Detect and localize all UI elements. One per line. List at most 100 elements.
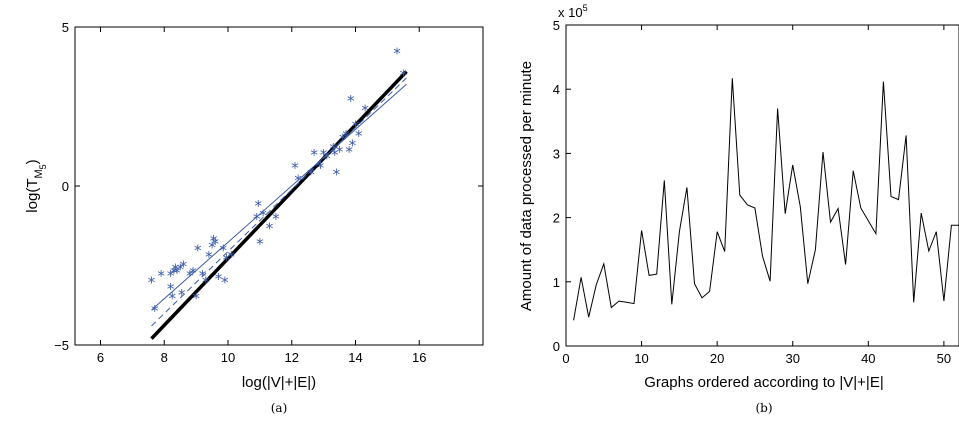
panel-a-point-7: * bbox=[172, 261, 180, 279]
panel-a-ytick-label-0: −5 bbox=[54, 338, 69, 353]
panel-b-ytick-label-2: 2 bbox=[553, 211, 560, 226]
panel-b-plot-area bbox=[565, 24, 959, 347]
panel-a-plot-area bbox=[74, 26, 484, 346]
panel-a-point-19: * bbox=[208, 238, 216, 256]
panel-a: 6 8 10 12 14 16−505 *************************… bbox=[24, 20, 484, 415]
panel-a-point-17: * bbox=[202, 273, 210, 291]
panel-a-point-12: * bbox=[186, 267, 194, 285]
panel-a-point-46: * bbox=[345, 143, 353, 161]
panel-b-xtick-label-2: 20 bbox=[710, 351, 724, 366]
panel-a-point-41: * bbox=[331, 146, 339, 164]
panel-a-point-38: * bbox=[320, 146, 328, 164]
panel-a-point-42: * bbox=[333, 165, 341, 183]
panel-a-ylabel-main: log(T bbox=[24, 179, 41, 213]
panel-a-point-16: * bbox=[199, 267, 207, 285]
panel-a-point-29: * bbox=[256, 235, 264, 253]
panel-a-point-1: * bbox=[151, 302, 159, 320]
panel-a-point-23: * bbox=[219, 242, 227, 260]
panel-a-point-32: * bbox=[272, 210, 280, 228]
panel-b-ticks: 0 10 20 30 40 50 0 1 2 3 4 5 bbox=[553, 18, 951, 366]
panel-b-xtick-label-0: 0 bbox=[562, 351, 569, 366]
panel-a-point-40: * bbox=[329, 140, 337, 158]
panel-b-series-line bbox=[573, 78, 959, 321]
panel-a-point-22: * bbox=[215, 270, 223, 288]
panel-a-point-48: * bbox=[349, 137, 357, 155]
panel-a-point-11: * bbox=[180, 258, 188, 276]
panel-a-point-52: * bbox=[393, 44, 401, 62]
panel-a-point-0: * bbox=[148, 273, 156, 291]
panel-a-point-9: * bbox=[176, 261, 184, 279]
panel-a-point-14: * bbox=[192, 289, 200, 307]
panel-a-xtick-label-3: 12 bbox=[285, 350, 299, 365]
panel-a-point-36: * bbox=[310, 146, 318, 164]
panel-a-point-13: * bbox=[189, 264, 197, 282]
panel-a-point-5: * bbox=[168, 289, 176, 307]
panel-a-ticks: 6 8 10 12 14 16 −5 0 5 bbox=[54, 20, 483, 365]
panel-a-caption: (a) bbox=[271, 401, 288, 415]
panel-b-ytick-label-1: 1 bbox=[553, 275, 560, 290]
panel-a-xtick-label-4: 14 bbox=[348, 350, 362, 365]
panel-a-point-44: * bbox=[339, 130, 347, 148]
panel-a-point-50: * bbox=[355, 127, 363, 145]
panel-a-ylabel-close: ) bbox=[24, 159, 41, 164]
panel-a-ylabel-subsub: 5 bbox=[38, 164, 48, 169]
panel-a-point-43: * bbox=[336, 143, 344, 161]
panel-a-point-45: * bbox=[342, 127, 350, 145]
panel-a-point-49: * bbox=[352, 118, 360, 136]
panel-b-exponent-power: 5 bbox=[583, 3, 588, 13]
panel-a-point-35: * bbox=[307, 165, 315, 183]
panel-b-ytick-label-0: 0 bbox=[553, 339, 560, 354]
panel-b-xtick-label-5: 50 bbox=[937, 351, 951, 366]
panel-b-ytick-label-3: 3 bbox=[553, 146, 560, 161]
panel-a-ytick-label-1: 0 bbox=[62, 179, 69, 194]
panel-a-xlabel: log(|V|+|E|) bbox=[242, 374, 316, 391]
panel-a-xtick-label-0: 6 bbox=[97, 350, 104, 365]
panel-a-point-39: * bbox=[323, 149, 331, 167]
panel-a-ylabel-sub: M bbox=[33, 169, 45, 178]
panel-a-point-53: * bbox=[400, 67, 408, 85]
panel-a-point-10: * bbox=[178, 286, 186, 304]
panel-a-point-31: * bbox=[266, 219, 274, 237]
panel-a-fit-line-0 bbox=[150, 70, 408, 340]
panel-b-ytick-label-4: 4 bbox=[553, 82, 560, 97]
panel-a-point-28: * bbox=[255, 197, 263, 215]
panel-b: 0 10 20 30 40 50 0 1 2 3 4 5 x 105 Graphs ordered a… bbox=[518, 3, 959, 415]
panel-a-point-30: * bbox=[259, 207, 267, 225]
panel-a-point-21: * bbox=[212, 235, 220, 253]
panel-b-exponent: x 105 bbox=[558, 3, 588, 20]
panel-a-points: *********************************** *****… bbox=[148, 44, 408, 320]
panel-b-ytick-label-5: 5 bbox=[553, 18, 560, 33]
panel-b-xtick-label-1: 10 bbox=[634, 351, 648, 366]
panel-a-point-8: * bbox=[173, 264, 181, 282]
panel-a-point-3: * bbox=[167, 280, 175, 298]
panel-a-xtick-label-1: 8 bbox=[161, 350, 168, 365]
panel-a-point-4: * bbox=[167, 267, 175, 285]
panel-a-point-25: * bbox=[223, 251, 231, 269]
panel-a-point-51: * bbox=[361, 102, 369, 120]
panel-a-point-34: * bbox=[294, 172, 302, 190]
panel-b-xlabel: Graphs ordered according to |V|+|E| bbox=[644, 374, 883, 391]
panel-a-fit-lines bbox=[150, 70, 408, 340]
panel-a-ytick-label-2: 5 bbox=[62, 20, 69, 35]
panel-a-fit-line-1 bbox=[151, 83, 407, 311]
panel-a-point-47: * bbox=[347, 92, 355, 110]
panel-a-xtick-label-2: 10 bbox=[221, 350, 235, 365]
panel-a-point-33: * bbox=[291, 159, 299, 177]
panel-a-point-27: * bbox=[253, 210, 261, 228]
panel-a-point-6: * bbox=[170, 264, 178, 282]
panel-b-xtick-label-3: 30 bbox=[785, 351, 799, 366]
panel-a-point-37: * bbox=[317, 159, 325, 177]
panel-a-point-2: * bbox=[157, 267, 165, 285]
panel-a-xtick-label-5: 16 bbox=[412, 350, 426, 365]
panel-b-series bbox=[573, 78, 959, 321]
panel-a-point-18: * bbox=[205, 248, 213, 266]
panel-b-ylabel: Amount of data processed per minute bbox=[518, 61, 535, 311]
panel-a-point-24: * bbox=[221, 273, 229, 291]
svg-text:log(TM5): log(TM5) bbox=[24, 159, 48, 212]
panel-a-ylabel: log(TM5) bbox=[24, 159, 48, 212]
panel-b-caption: (b) bbox=[755, 401, 772, 415]
panel-a-point-26: * bbox=[227, 248, 235, 266]
panel-a-point-15: * bbox=[194, 242, 202, 260]
panel-a-point-20: * bbox=[210, 232, 218, 250]
